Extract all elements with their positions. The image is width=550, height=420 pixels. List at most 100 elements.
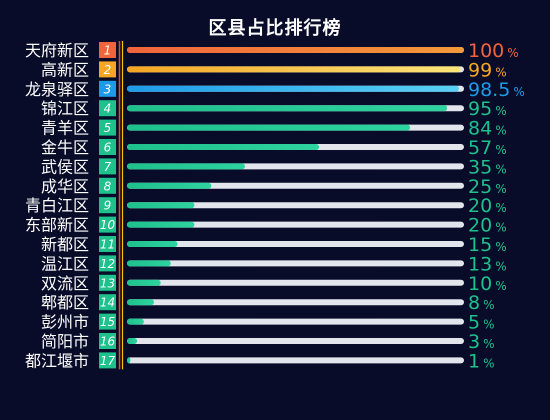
rank-badge <box>99 274 116 291</box>
bar-value <box>127 105 448 112</box>
value-label: 25% <box>468 176 507 198</box>
rank-badge <box>99 294 116 311</box>
category-label: 简阳市 <box>41 332 89 351</box>
bar-value <box>127 202 195 209</box>
bar-value <box>127 47 464 53</box>
value-label: 57% <box>468 137 507 159</box>
category-label: 成华区 <box>41 177 89 196</box>
rank-badge <box>99 216 116 233</box>
value-label: 20% <box>468 215 507 237</box>
value-label: 13% <box>468 253 507 275</box>
bar-row: 金牛区 6 57% <box>41 137 507 159</box>
value-label: 3% <box>468 331 495 353</box>
bar-row: 锦江区 4 95% <box>41 98 507 120</box>
category-label: 锦江区 <box>41 99 89 118</box>
value-label: 100% <box>468 40 519 62</box>
value-label: 15% <box>468 234 507 256</box>
bar-row: 龙泉驿区 3 98.5% <box>25 79 525 101</box>
rank-number: 10 <box>100 218 116 232</box>
rank-badge <box>99 255 116 272</box>
rank-badge <box>99 313 116 330</box>
bar-value <box>127 124 411 131</box>
bar-value <box>127 299 154 306</box>
rank-number: 9 <box>104 199 112 213</box>
category-label: 高新区 <box>41 60 89 79</box>
value-number: 95 <box>468 98 492 120</box>
value-number: 20 <box>468 195 492 217</box>
bar-track <box>127 241 464 247</box>
bar-rows: 天府新区 1 100 %高新区 2 99 %龙泉驿区 3 98.5 %锦江区 4 95 %青羊区 5 84%… <box>25 40 525 372</box>
value-number: 5 <box>468 312 480 334</box>
bar-track <box>127 182 464 189</box>
value-number: 13 <box>468 253 492 275</box>
bar-value <box>127 182 212 189</box>
category-label: 东部新区 <box>25 216 89 235</box>
bar-value <box>127 338 138 344</box>
bar-track <box>127 299 464 306</box>
bar-value <box>127 66 461 73</box>
value-number: 98.5 <box>468 79 510 101</box>
value-label: 5% <box>468 312 495 334</box>
rank-number: 3 <box>104 82 112 96</box>
rank-number: 1 <box>104 44 112 58</box>
rank-badge <box>99 119 116 136</box>
value-unit: % <box>495 221 506 235</box>
category-label: 龙泉驿区 <box>25 80 89 99</box>
rank-number: 6 <box>104 141 112 155</box>
value-label: 95% <box>468 98 507 120</box>
rank-number: 17 <box>100 354 116 368</box>
value-unit: % <box>495 240 506 254</box>
value-label: 20% <box>468 195 507 217</box>
value-unit: % <box>483 318 494 332</box>
rank-number: 7 <box>104 160 112 174</box>
value-number: 99 <box>468 59 492 81</box>
value-label: 8% <box>468 292 495 314</box>
value-number: 25 <box>468 176 492 198</box>
value-label: 1% <box>468 350 495 372</box>
bar-value <box>127 163 245 170</box>
rank-number: 15 <box>100 315 115 329</box>
value-unit: % <box>483 337 494 351</box>
rank-badge <box>99 236 116 252</box>
rank-number: 14 <box>100 296 115 310</box>
bar-track <box>127 221 464 228</box>
rank-bracket-lines <box>118 41 124 370</box>
bar-track <box>127 202 464 209</box>
category-label: 都江堰市 <box>25 351 89 370</box>
value-number: 15 <box>468 234 492 256</box>
category-label: 金牛区 <box>41 138 89 157</box>
value-unit: % <box>495 201 506 215</box>
bar-row: 双流区 13 10% <box>41 273 507 295</box>
value-unit: % <box>495 279 506 293</box>
chart-title: 区县占比排行榜 <box>208 18 342 39</box>
bar-value <box>127 260 171 267</box>
bar-row: 新都区 11 15% <box>41 234 507 256</box>
value-unit: % <box>495 182 506 196</box>
rank-badge <box>99 158 116 175</box>
value-number: 3 <box>468 331 480 353</box>
value-unit: % <box>495 124 506 138</box>
bar-row: 温江区 12 13% <box>41 253 507 275</box>
rank-badge <box>99 333 116 349</box>
category-label: 天府新区 <box>25 41 89 60</box>
rank-badge <box>99 177 116 194</box>
category-label: 双流区 <box>41 274 89 293</box>
bar-row: 高新区 2 99% <box>41 59 507 81</box>
bar-row: 天府新区 1 100% <box>25 40 519 62</box>
value-label: 98.5% <box>468 79 525 101</box>
value-unit: % <box>513 85 524 99</box>
category-label: 温江区 <box>41 254 89 273</box>
bar-row: 彭州市 15 5% <box>41 312 495 334</box>
rank-number: 16 <box>100 335 116 349</box>
value-unit: % <box>507 46 518 60</box>
rank-badge <box>99 42 116 58</box>
bar-value <box>127 221 195 228</box>
category-label: 青羊区 <box>41 119 89 138</box>
rank-number: 11 <box>100 238 115 252</box>
value-unit: % <box>483 298 494 312</box>
value-number: 20 <box>468 215 492 237</box>
bar-row: 郫都区 14 8% <box>41 292 495 314</box>
bar-value <box>127 318 144 325</box>
